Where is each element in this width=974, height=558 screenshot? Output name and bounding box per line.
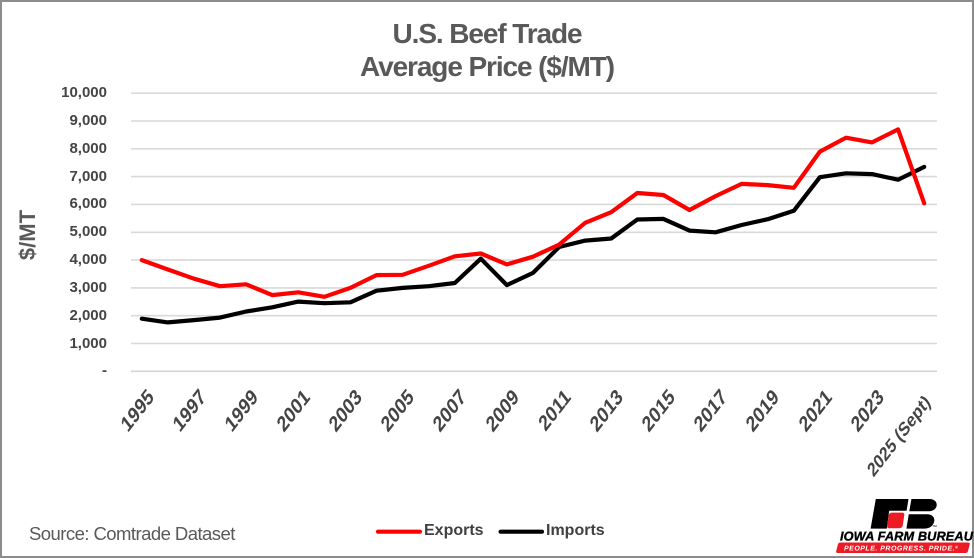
svg-text:PEOPLE. PROGRESS. PRIDE.®: PEOPLE. PROGRESS. PRIDE.® [844,545,958,553]
svg-text:IOWA FARM BUREAU: IOWA FARM BUREAU [840,529,974,544]
svg-text:™: ™ [932,525,937,531]
